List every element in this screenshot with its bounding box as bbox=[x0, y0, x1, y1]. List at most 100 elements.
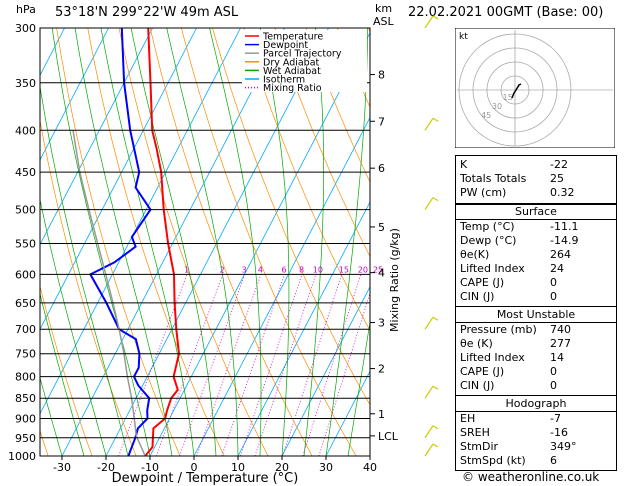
isotherm-line bbox=[40, 28, 197, 330]
wind-barb-flag bbox=[432, 15, 439, 20]
dry-adiabat-line bbox=[40, 285, 93, 456]
indices-key: K bbox=[460, 158, 468, 171]
dry-adiabat-line bbox=[0, 28, 4, 456]
x-tick-label: 20 bbox=[275, 461, 289, 474]
x-tick-label: 0 bbox=[191, 461, 198, 474]
most-unstable-value: 277 bbox=[550, 337, 571, 350]
wind-barb-flag bbox=[432, 443, 439, 448]
copyright-text: © weatheronline.co.uk bbox=[462, 470, 600, 484]
pressure-tick-label: 950 bbox=[15, 432, 36, 445]
dry-adiabat-line bbox=[87, 28, 225, 456]
hodograph-table-row: StmDir 349° bbox=[456, 440, 616, 454]
most-unstable-row: CAPE (J) 0 bbox=[456, 365, 616, 379]
indices-value: 25 bbox=[550, 172, 564, 185]
wind-barb bbox=[424, 385, 434, 399]
mixing-ratio-line bbox=[239, 274, 303, 456]
indices-key: Totals Totals bbox=[460, 172, 527, 185]
most-unstable-row: θe (K) 277 bbox=[456, 337, 616, 351]
surface-value: -14.9 bbox=[550, 234, 579, 247]
isotherm-line bbox=[325, 370, 370, 456]
surface-row: CIN (J) 0 bbox=[456, 290, 616, 304]
isotherm-line bbox=[40, 28, 241, 415]
hodograph-table-key: EH bbox=[460, 412, 476, 425]
surface-row: Temp (°C) -11.1 bbox=[456, 220, 616, 234]
dry-adiabat-line bbox=[368, 28, 370, 33]
pressure-tick-label: 600 bbox=[15, 268, 36, 281]
indices-row: PW (cm) 0.32 bbox=[456, 186, 616, 200]
surface-key: θe(K) bbox=[460, 248, 490, 261]
x-tick-label: 40 bbox=[363, 461, 377, 474]
hodograph-ring-label: 15 bbox=[503, 93, 513, 102]
hodograph-frame bbox=[455, 28, 615, 148]
hodograph-table-key: SREH bbox=[460, 426, 490, 439]
mixing-ratio-label: 3 bbox=[242, 265, 247, 274]
indices-row: K -22 bbox=[456, 158, 616, 172]
most-unstable-title: Most Unstable bbox=[496, 308, 576, 321]
wind-barb bbox=[424, 15, 434, 29]
wind-barb-flag bbox=[432, 385, 439, 390]
height-tick-label: 8 bbox=[378, 69, 385, 82]
hodograph-trace bbox=[511, 83, 522, 99]
surface-value: 264 bbox=[550, 248, 571, 261]
temperature-line bbox=[144, 28, 181, 456]
plot-frame bbox=[39, 27, 371, 457]
mixing-ratio-line bbox=[155, 274, 223, 456]
hodograph-table-key: StmSpd (kt) bbox=[460, 454, 526, 467]
mixing-ratio-line bbox=[254, 274, 317, 456]
x-tick-label: -10 bbox=[141, 461, 159, 474]
mixing-ratio-label: 2 bbox=[220, 265, 225, 274]
surface-value: 0 bbox=[550, 290, 557, 303]
wet-adiabat-line bbox=[347, 320, 370, 456]
x-tick-label: -20 bbox=[97, 461, 115, 474]
wind-barb bbox=[424, 316, 434, 330]
x-tick-label: 30 bbox=[319, 461, 333, 474]
hodograph-ring-label: 30 bbox=[492, 102, 502, 111]
hodograph-table-title: Hodograph bbox=[505, 397, 567, 410]
mixing-ratio-label: 25 bbox=[373, 265, 383, 274]
most-unstable-panel: Most Unstable Pressure (mb) 740 θe (K) 277 Li… bbox=[455, 306, 617, 396]
indices-key: PW (cm) bbox=[460, 186, 507, 199]
hodograph-table-value: -7 bbox=[550, 412, 561, 425]
dry-adiabat-line bbox=[118, 28, 269, 456]
isotherm-line bbox=[193, 116, 370, 456]
datetime-title: 22.02.2021 00GMT (Base: 00) bbox=[408, 5, 604, 20]
height-tick-label: 5 bbox=[378, 221, 385, 234]
most-unstable-key: Lifted Index bbox=[460, 351, 525, 364]
hodograph-table-row: SREH -16 bbox=[456, 426, 616, 440]
surface-panel: Surface Temp (°C) -11.1 Dewp (°C) -14.9 θe(K)… bbox=[455, 203, 617, 307]
x-tick-label: 10 bbox=[231, 461, 245, 474]
pressure-tick-label: 1000 bbox=[8, 450, 36, 463]
pressure-tick-label: 650 bbox=[15, 297, 36, 310]
most-unstable-key: θe (K) bbox=[460, 337, 493, 350]
surface-value: -11.1 bbox=[550, 220, 579, 233]
mixing-ratio-label: 15 bbox=[339, 265, 349, 274]
pressure-tick-label: 350 bbox=[15, 77, 36, 90]
wet-adiabat-line bbox=[51, 28, 151, 456]
wind-barb-flag bbox=[432, 117, 439, 122]
legend-label: Dewpoint bbox=[263, 40, 308, 51]
pressure-tick-label: 400 bbox=[15, 124, 36, 137]
most-unstable-key: CAPE (J) bbox=[460, 365, 505, 378]
pressure-tick-label: 700 bbox=[15, 323, 36, 336]
isotherm-line bbox=[61, 28, 285, 456]
surface-row: θe(K) 264 bbox=[456, 248, 616, 262]
hodograph-table-value: -16 bbox=[550, 426, 568, 439]
wet-adiabat-line bbox=[100, 28, 195, 456]
mixing-ratio-line bbox=[318, 291, 370, 456]
wind-barb bbox=[424, 443, 434, 457]
hodograph-table-value: 6 bbox=[550, 454, 557, 467]
most-unstable-row: Lifted Index 14 bbox=[456, 351, 616, 365]
wind-barb-flag bbox=[432, 197, 439, 202]
legend-box bbox=[242, 30, 367, 92]
height-tick-label: LCL bbox=[378, 430, 399, 443]
hodograph-ring-label: 45 bbox=[481, 111, 491, 120]
wet-adiabat-line bbox=[74, 28, 173, 456]
pressure-tick-label: 500 bbox=[15, 204, 36, 217]
mixing-ratio-line bbox=[179, 274, 246, 456]
pressure-tick-label: 750 bbox=[15, 348, 36, 361]
surface-key: CIN (J) bbox=[460, 290, 495, 303]
hodograph-table-row: EH -7 bbox=[456, 412, 616, 426]
height-tick-label: 4 bbox=[378, 267, 385, 280]
wind-barb-flag bbox=[432, 425, 439, 430]
hodograph-table-key: StmDir bbox=[460, 440, 499, 453]
